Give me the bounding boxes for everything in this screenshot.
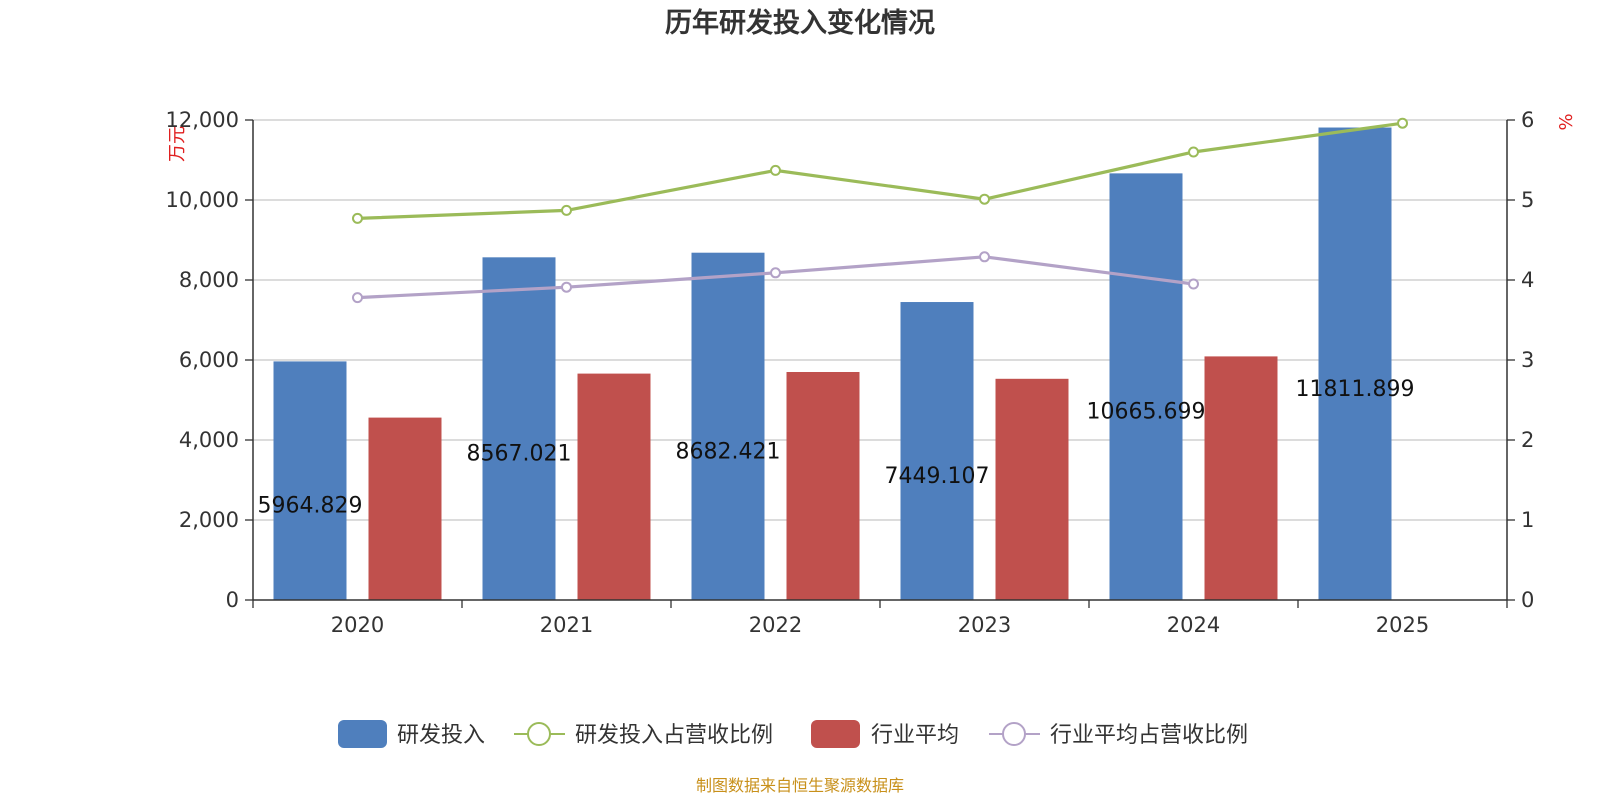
bar-industry [577, 373, 651, 600]
legend-swatch-marker [1002, 722, 1026, 746]
x-tick-label: 2023 [958, 613, 1011, 637]
bar-data-label: 7449.107 [885, 464, 990, 489]
bar-rd [900, 302, 974, 600]
x-tick-label: 2020 [331, 613, 384, 637]
line-point [979, 251, 990, 263]
legend-swatch [811, 720, 860, 748]
bar-rd [1318, 127, 1392, 600]
bar-rd [1109, 173, 1183, 600]
right-tick-label: 6 [1521, 108, 1534, 132]
right-axis-unit: % [1556, 113, 1577, 130]
x-tick-label: 2025 [1376, 613, 1429, 637]
line-point [770, 164, 781, 176]
legend-label: 行业平均占营收比例 [1050, 723, 1248, 748]
line-point [352, 292, 363, 304]
bar-data-label: 8682.421 [676, 439, 781, 464]
bar-rd [273, 361, 347, 600]
data-labels: 5964.829 8567.021 8682.421 7449.107 10665.69… [258, 377, 1415, 519]
lines [352, 117, 1408, 304]
line-point [1397, 117, 1408, 129]
gridlines [253, 119, 1507, 521]
right-tick-label: 0 [1521, 588, 1534, 612]
bar-data-label: 10665.699 [1087, 400, 1206, 425]
axes [245, 119, 1515, 608]
bar-industry [995, 378, 1069, 600]
left-tick-label: 10,000 [166, 188, 239, 212]
x-tick-label: 2021 [540, 613, 593, 637]
right-tick-label: 1 [1521, 508, 1534, 532]
right-tick-label: 2 [1521, 428, 1534, 452]
left-tick-label: 8,000 [179, 268, 239, 292]
left-tick-label: 12,000 [166, 108, 239, 132]
left-tick-label: 2,000 [179, 508, 239, 532]
x-tick-label: 2024 [1167, 613, 1220, 637]
left-tick-label: 0 [226, 588, 239, 612]
right-tick-label: 4 [1521, 268, 1534, 292]
bars [273, 127, 1392, 600]
line-point [1188, 278, 1199, 290]
left-tick-label: 6,000 [179, 348, 239, 372]
chart-title: 历年研发投入变化情况 [665, 7, 935, 39]
bar-data-label: 8567.021 [467, 442, 572, 467]
legend-label: 研发投入占营收比例 [575, 723, 773, 748]
line-series [357, 121, 1403, 220]
bar-data-label: 5964.829 [258, 494, 363, 519]
legend-swatch [338, 720, 387, 748]
line-point [770, 267, 781, 279]
bar-industry [786, 372, 860, 600]
right-tick-label: 3 [1521, 348, 1534, 372]
right-tick-label: 5 [1521, 188, 1534, 212]
bar-rd [691, 252, 765, 600]
bar-data-label: 11811.899 [1296, 377, 1415, 402]
line-point [979, 193, 990, 205]
bar-industry [1204, 356, 1278, 600]
line-point [1188, 146, 1199, 158]
legend-label: 行业平均 [871, 723, 959, 748]
left-axis-unit: 万元 [167, 126, 188, 162]
line-point [561, 281, 572, 293]
legend: 研发投入 研发投入占营收比例 行业平均 行业平均占营收比例 [338, 720, 1248, 748]
tick-labels: 0 2,000 4,000 6,000 8,000 10,000 12,000 0 1 2 3 4 5 6… [166, 108, 1535, 637]
legend-label: 研发投入 [397, 723, 485, 748]
x-tick-label: 2022 [749, 613, 802, 637]
source-note: 制图数据来自恒生聚源数据库 [696, 776, 904, 795]
bar-rd [482, 257, 556, 600]
left-tick-label: 4,000 [179, 428, 239, 452]
legend-swatch-marker [527, 722, 551, 746]
line-point [561, 204, 572, 216]
line-point [352, 212, 363, 224]
bar-industry [368, 417, 442, 600]
